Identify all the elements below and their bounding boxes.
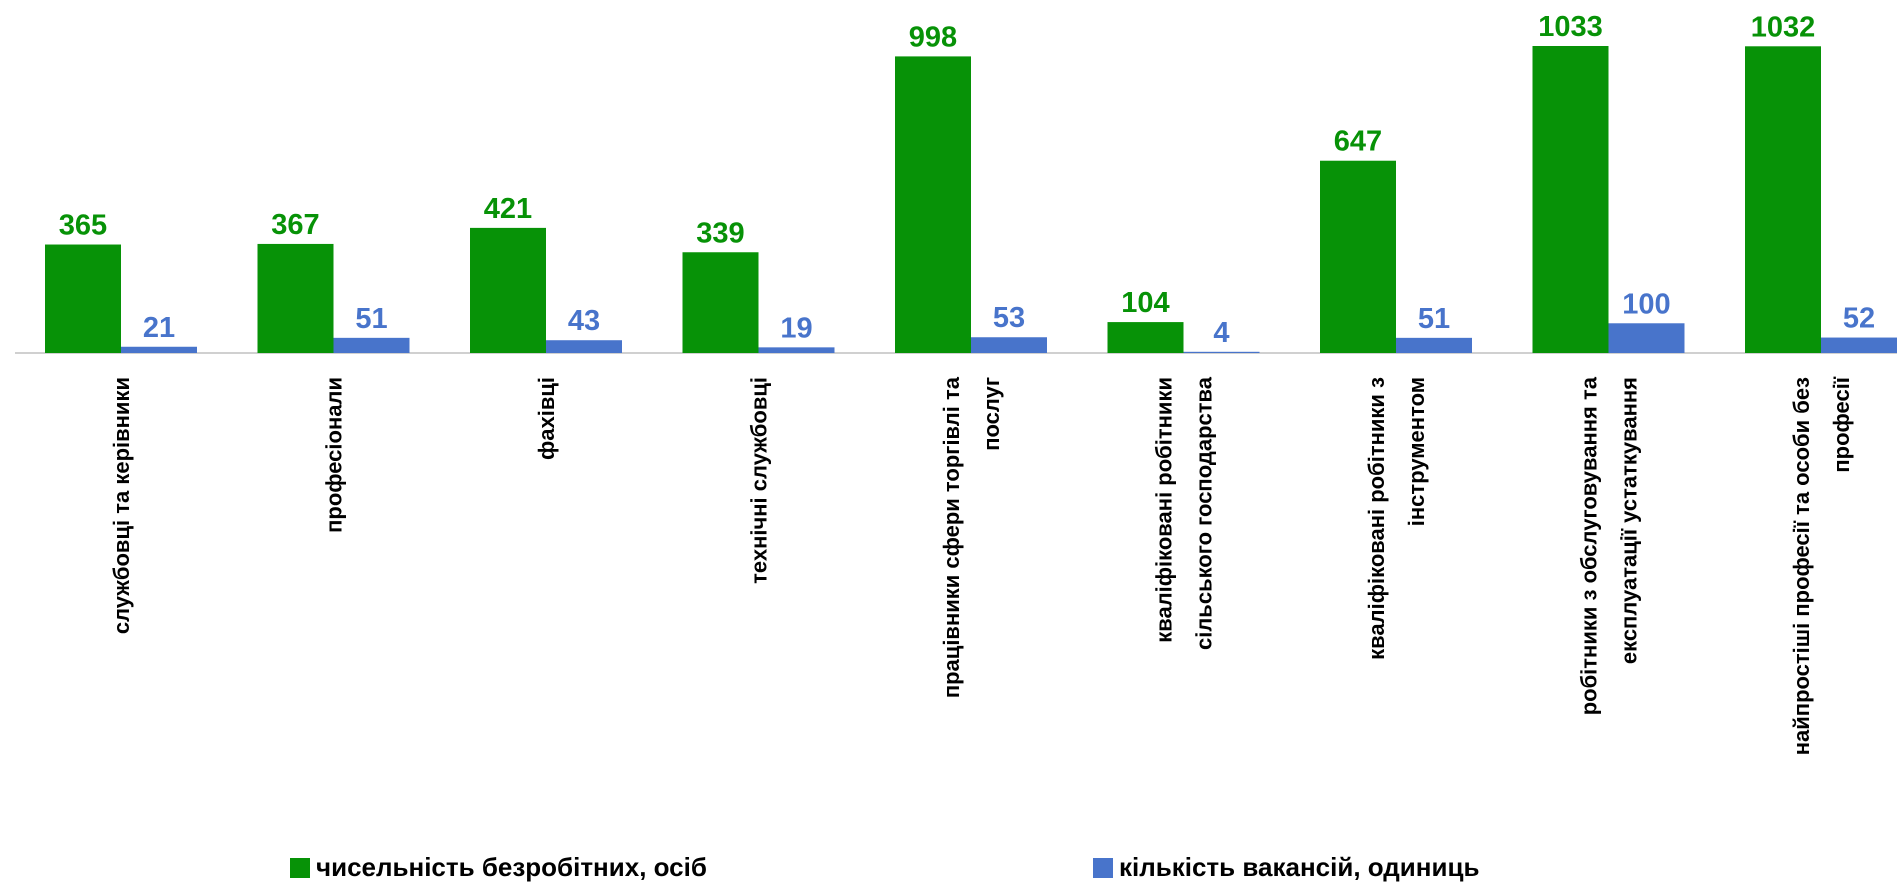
bar-unemployed: [470, 227, 546, 353]
legend-item-vacancies: кількість вакансій, одиниць: [1093, 852, 1479, 883]
category-label-line: службовці та керівники: [109, 377, 134, 634]
data-label-unemployed: 339: [696, 217, 744, 249]
category-label-line: фахівці: [534, 377, 559, 460]
data-label-vacancies: 51: [355, 303, 387, 335]
bar-unemployed: [1532, 46, 1609, 353]
bar-vacancies: [1821, 337, 1897, 353]
category-label-line: кваліфіковані робітники: [1151, 377, 1176, 643]
legend-swatch-vacancies: [1093, 857, 1113, 878]
bar-unemployed: [895, 56, 971, 354]
category-label-line: кваліфіковані робітники з: [1364, 377, 1389, 660]
category-label-line: професіонали: [321, 377, 346, 533]
category-label: фахівці: [534, 377, 559, 460]
bar-unemployed: [257, 243, 334, 353]
category-label-line: сільського господарства: [1191, 376, 1216, 650]
bar-vacancies: [121, 346, 197, 353]
data-label-unemployed: 1032: [1751, 11, 1816, 43]
category-label-line: найпростіші професії та особи без: [1789, 377, 1814, 755]
data-label-unemployed: 1033: [1538, 11, 1603, 43]
category-label-line: експлуатації устаткування: [1616, 377, 1641, 664]
data-label-unemployed: 647: [1334, 126, 1382, 158]
bar-vacancies: [758, 347, 835, 353]
category-label-line: технічні службовці: [746, 377, 771, 584]
category-label-line: робітники з обслуговування та: [1576, 376, 1601, 715]
category-label: технічні службовці: [746, 377, 771, 584]
category-label: кваліфіковані робітники з інструментом: [1364, 377, 1429, 660]
legend: чисельність безробітних, осіб кількість …: [0, 852, 1897, 882]
data-label-unemployed: 367: [271, 209, 319, 241]
bar-vacancies: [333, 337, 410, 353]
data-label-unemployed: 421: [484, 193, 532, 225]
category-label-line: інструментом: [1404, 377, 1429, 526]
category-label-line: працівники сфери торгівлі та: [939, 376, 964, 698]
bar-vacancies: [971, 337, 1047, 353]
data-label-vacancies: 51: [1418, 303, 1450, 335]
legend-item-unemployed: чисельність безробітних, осіб: [290, 852, 707, 883]
data-label-unemployed: 998: [909, 21, 957, 53]
data-label-vacancies: 52: [1843, 303, 1875, 335]
category-label: робітники з обслуговування та експлуатаці…: [1576, 376, 1641, 715]
data-label-vacancies: 4: [1213, 317, 1229, 349]
category-label: найпростіші професії та особи без професі…: [1789, 376, 1854, 755]
bar-chart: 365 21 службовці та керівники 367 51 професіо…: [15, 11, 1897, 755]
category-label-line: професії: [1829, 376, 1854, 472]
legend-label-vacancies: кількість вакансій, одиниць: [1119, 852, 1480, 882]
bar-vacancies: [546, 340, 622, 353]
data-label-unemployed: 365: [59, 210, 107, 242]
category-label-line: послуг: [979, 377, 1004, 451]
data-label-vacancies: 53: [993, 302, 1025, 334]
category-label: професіонали: [321, 377, 346, 533]
bar-unemployed: [1107, 322, 1184, 353]
legend-swatch-unemployed: [290, 857, 310, 878]
category-label: службовці та керівники: [109, 377, 134, 634]
bar-unemployed: [45, 244, 121, 353]
data-label-unemployed: 104: [1121, 287, 1169, 319]
category-label: працівники сфери торгівлі та послуг: [939, 376, 1004, 698]
data-label-vacancies: 43: [568, 305, 600, 337]
bar-vacancies: [1396, 337, 1472, 353]
bar-unemployed: [682, 252, 759, 353]
data-label-vacancies: 19: [780, 312, 812, 344]
data-label-vacancies: 21: [143, 312, 175, 344]
category-label: кваліфіковані робітники сільського господ…: [1151, 376, 1216, 650]
legend-label-unemployed: чисельність безробітних, осіб: [316, 852, 707, 882]
bar-vacancies: [1608, 323, 1685, 353]
data-label-vacancies: 100: [1622, 288, 1670, 320]
bar-vacancies: [1183, 351, 1260, 353]
bar-unemployed: [1320, 160, 1396, 353]
bar-unemployed: [1745, 46, 1821, 354]
